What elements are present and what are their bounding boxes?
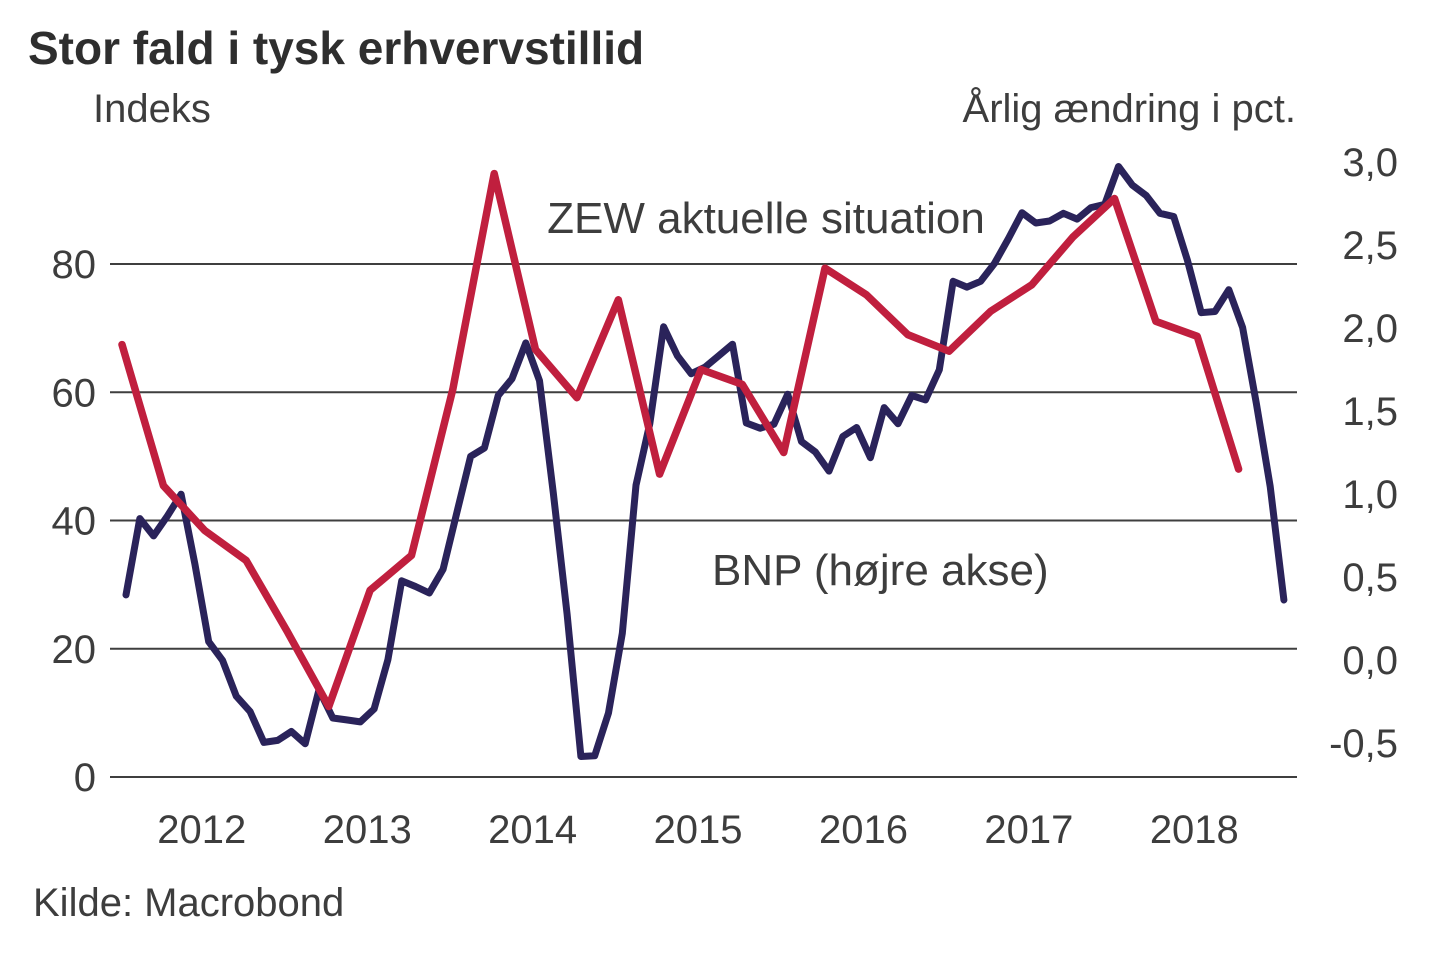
series-label-bnp: BNP (højre akse) xyxy=(712,546,1049,595)
left-axis-tick: 40 xyxy=(52,500,97,544)
x-axis-tick: 2012 xyxy=(157,808,246,852)
source-note: Kilde: Macrobond xyxy=(33,881,344,925)
left-axis-tick-labels: 80 60 40 20 0 xyxy=(52,243,97,800)
right-axis-tick: 0,5 xyxy=(1342,556,1398,600)
right-axis-tick: 1,5 xyxy=(1342,390,1398,434)
left-axis-tick: 20 xyxy=(52,628,97,672)
x-axis-tick-labels: 2012 2013 2014 2015 2016 2017 2018 xyxy=(157,808,1239,852)
right-axis-tick: 2,5 xyxy=(1342,224,1398,268)
series-label-zew: ZEW aktuelle situation xyxy=(547,194,985,243)
right-axis-tick: 3,0 xyxy=(1342,141,1398,185)
right-axis-tick: 0,0 xyxy=(1342,639,1398,683)
left-axis-unit-label: Indeks xyxy=(93,87,211,131)
zew-series-line xyxy=(122,163,1288,760)
series-lines xyxy=(118,163,1288,760)
right-axis-tick: 2,0 xyxy=(1342,307,1398,351)
x-axis-tick: 2018 xyxy=(1150,808,1239,852)
x-axis-tick: 2013 xyxy=(323,808,412,852)
right-axis-unit-label: Årlig ændring i pct. xyxy=(963,86,1296,131)
x-axis-tick: 2015 xyxy=(654,808,743,852)
right-axis-tick: 1,0 xyxy=(1342,473,1398,517)
left-axis-tick: 0 xyxy=(74,756,96,800)
left-axis-tick: 60 xyxy=(52,371,97,415)
left-axis-tick: 80 xyxy=(52,243,97,287)
chart-title: Stor fald i tysk erhvervstillid xyxy=(28,22,644,74)
bnp-series-line xyxy=(118,169,1243,711)
x-axis-tick: 2016 xyxy=(819,808,908,852)
x-axis-tick: 2014 xyxy=(488,808,577,852)
x-axis-tick: 2017 xyxy=(984,808,1073,852)
gridlines xyxy=(110,263,1297,778)
right-axis-tick: -0,5 xyxy=(1329,722,1398,766)
right-axis-tick-labels: 3,0 2,5 2,0 1,5 1,0 0,5 0,0 -0,5 xyxy=(1329,141,1398,766)
